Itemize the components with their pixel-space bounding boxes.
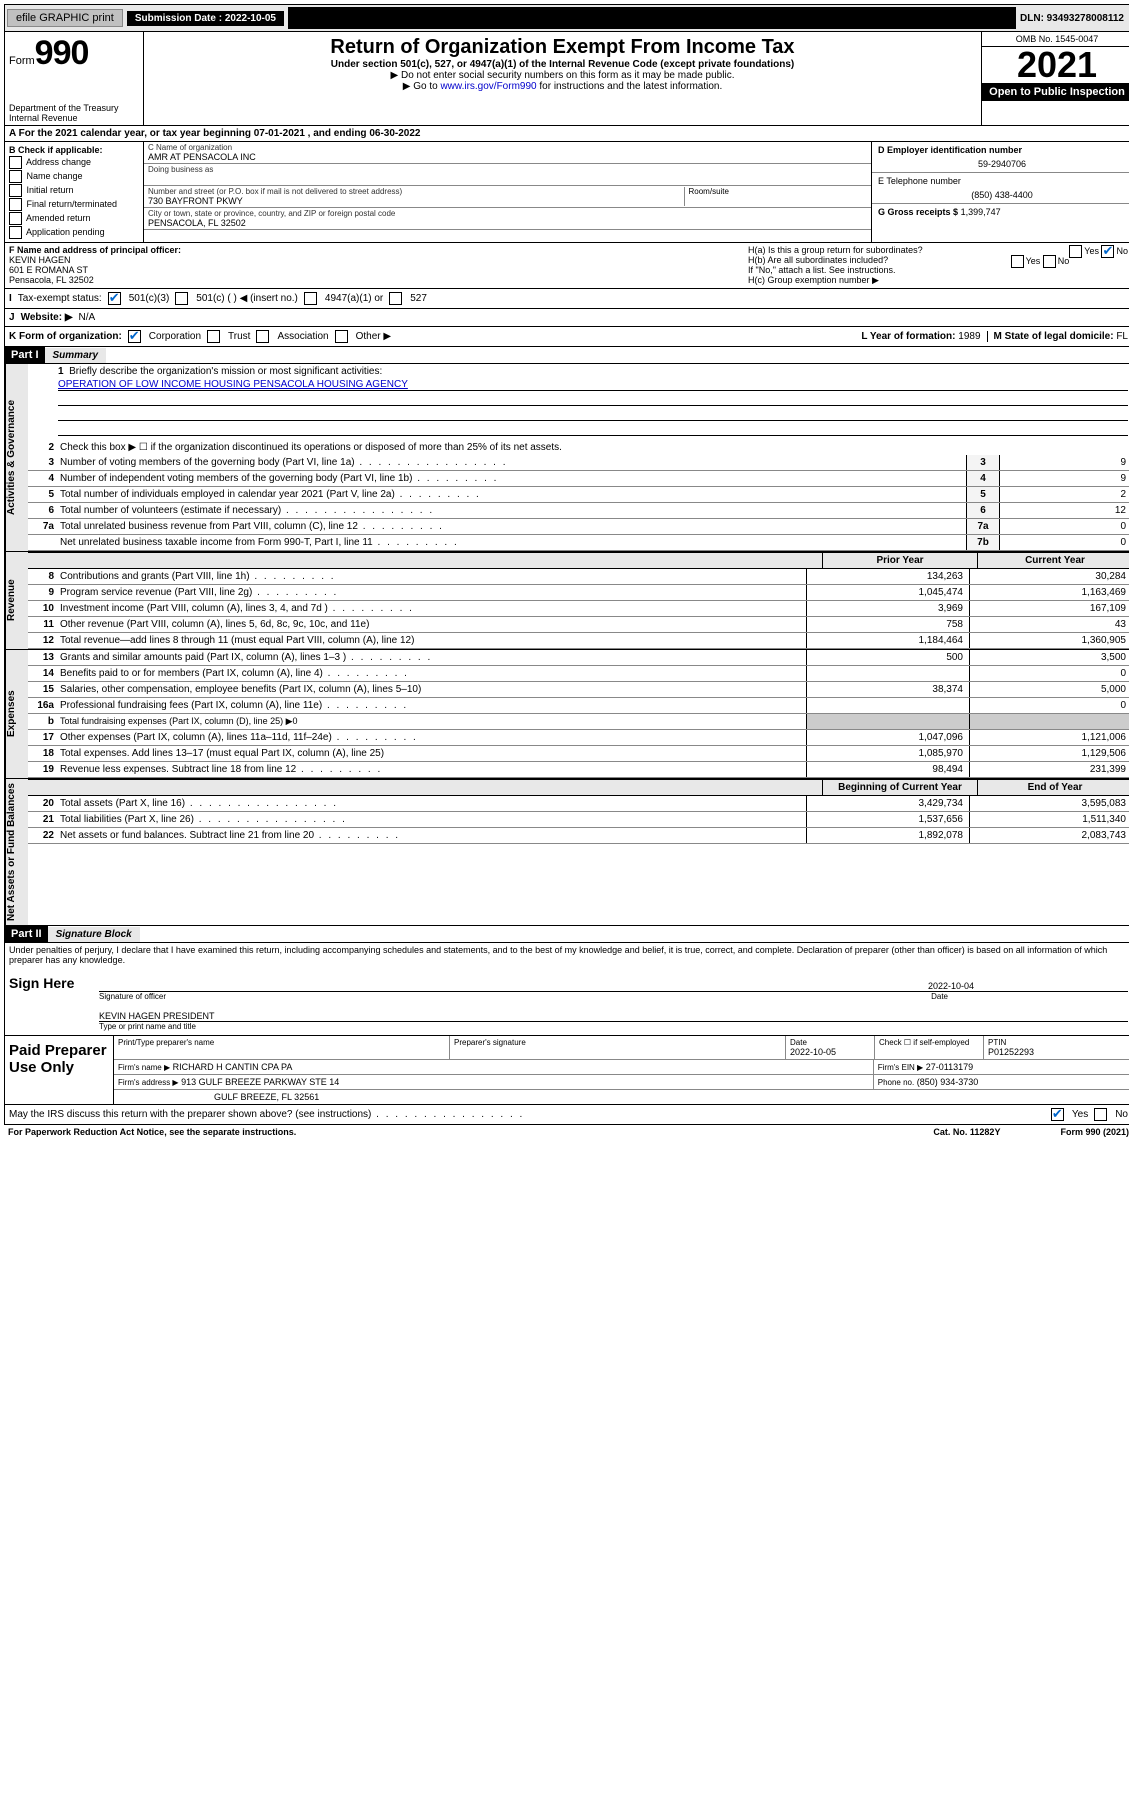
footer: For Paperwork Reduction Act Notice, see … xyxy=(4,1125,1129,1139)
part2-title: Part II Signature Block xyxy=(4,926,1129,943)
vtab-governance: Activities & Governance xyxy=(5,364,28,551)
form-990-label: Form990 xyxy=(9,34,139,73)
open-to-public: Open to Public Inspection xyxy=(982,83,1129,101)
vtab-expenses: Expenses xyxy=(5,650,28,778)
row-i: I Tax-exempt status: 501(c)(3) 501(c) ( … xyxy=(4,289,1129,309)
gross-receipts: 1,399,747 xyxy=(961,207,1001,217)
org-city: PENSACOLA, FL 32502 xyxy=(148,218,867,228)
irs-form990-link[interactable]: www.irs.gov/Form990 xyxy=(440,81,536,92)
firm-name: RICHARD H CANTIN CPA PA xyxy=(173,1062,293,1072)
fh-block: F Name and address of principal officer:… xyxy=(4,243,1129,289)
org-name: AMR AT PENSACOLA INC xyxy=(148,152,867,162)
declaration-text: Under penalties of perjury, I declare th… xyxy=(5,943,1129,967)
row-a-tax-year: A For the 2021 calendar year, or tax yea… xyxy=(4,126,1129,142)
section-f: F Name and address of principal officer:… xyxy=(5,243,744,288)
preparer-block: Paid Preparer Use Only Print/Type prepar… xyxy=(4,1036,1129,1105)
revenue-section: Revenue Prior Year Current Year 8Contrib… xyxy=(4,552,1129,650)
section-b: B Check if applicable: Address change Na… xyxy=(5,142,144,242)
header-left: Form990 Department of the Treasury Inter… xyxy=(5,32,144,125)
section-deg: D Employer identification number 59-2940… xyxy=(871,142,1129,242)
sign-here-label: Sign Here xyxy=(5,967,83,1035)
mission-text[interactable]: OPERATION OF LOW INCOME HOUSING PENSACOL… xyxy=(58,379,1128,391)
discuss-row: May the IRS discuss this return with the… xyxy=(4,1105,1129,1125)
pryr-hdr: Prior Year Current Year xyxy=(28,552,1129,569)
irs-label: Internal Revenue xyxy=(9,113,139,123)
ein-value: 59-2940706 xyxy=(878,159,1126,169)
note-link: ▶ Go to www.irs.gov/Form990 for instruct… xyxy=(150,81,975,92)
governance-section: Activities & Governance 1 Briefly descri… xyxy=(4,364,1129,552)
note-ssn: ▶ Do not enter social security numbers o… xyxy=(150,70,975,81)
officer-name: KEVIN HAGEN PRESIDENT xyxy=(99,1011,1128,1021)
section-c: C Name of organization AMR AT PENSACOLA … xyxy=(144,142,871,242)
header-right: OMB No. 1545-0047 2021 Open to Public In… xyxy=(981,32,1129,125)
tax-year: 2021 xyxy=(982,47,1129,83)
return-title: Return of Organization Exempt From Incom… xyxy=(150,36,975,59)
mission-block: 1 Briefly describe the organization's mi… xyxy=(28,364,1129,440)
paid-preparer-label: Paid Preparer Use Only xyxy=(5,1036,114,1104)
submission-date: Submission Date : 2022-10-05 xyxy=(127,11,284,26)
row-klm: K Form of organization: Corporation Trus… xyxy=(4,327,1129,347)
part1-title: Part I Summary xyxy=(4,347,1129,364)
vtab-revenue: Revenue xyxy=(5,552,28,649)
row-j: J Website: ▶ N/A xyxy=(4,309,1129,327)
org-street: 730 BAYFRONT PKWY xyxy=(148,196,684,206)
dln-label: DLN: 93493278008112 xyxy=(1020,13,1129,24)
header-block: Form990 Department of the Treasury Inter… xyxy=(4,32,1129,126)
return-subtitle: Under section 501(c), 527, or 4947(a)(1)… xyxy=(150,59,975,70)
signature-block: Under penalties of perjury, I declare th… xyxy=(4,943,1129,1036)
topbar-spacer xyxy=(288,7,1016,29)
info-block: B Check if applicable: Address change Na… xyxy=(4,142,1129,243)
vtab-balances: Net Assets or Fund Balances xyxy=(5,779,28,925)
efile-button[interactable]: efile GRAPHIC print xyxy=(7,9,123,27)
header-mid: Return of Organization Exempt From Incom… xyxy=(144,32,981,125)
website-value: N/A xyxy=(79,312,96,323)
bal-hdr: Beginning of Current Year End of Year xyxy=(28,779,1129,796)
topbar: efile GRAPHIC print Submission Date : 20… xyxy=(4,4,1129,32)
balances-section: Net Assets or Fund Balances Beginning of… xyxy=(4,779,1129,926)
phone-value: (850) 438-4400 xyxy=(878,190,1126,200)
expenses-section: Expenses 13Grants and similar amounts pa… xyxy=(4,650,1129,779)
section-h: H(a) Is this a group return for subordin… xyxy=(744,243,1129,288)
dept-label: Department of the Treasury xyxy=(9,103,139,113)
